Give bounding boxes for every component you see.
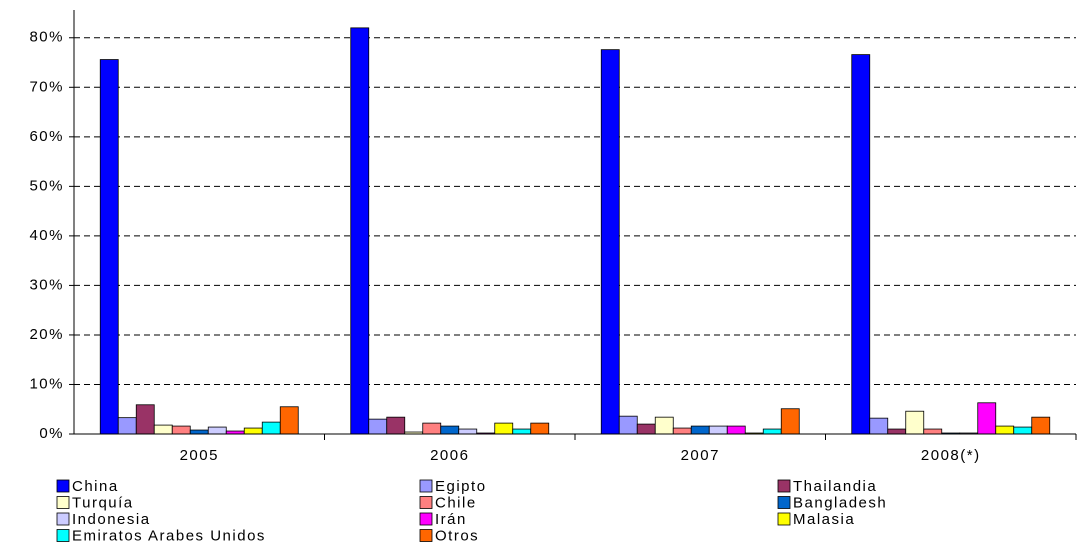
bar: [189, 429, 209, 435]
bar: [153, 424, 173, 435]
x-tick-label: 2007: [681, 447, 720, 464]
bar: [851, 54, 871, 435]
bar: [135, 404, 155, 435]
bar: [279, 406, 299, 435]
legend-label: Emiratos Arabes Unidos: [72, 527, 266, 544]
bar: [654, 416, 674, 435]
legend-swatch: [56, 496, 70, 509]
bar: [99, 59, 119, 435]
legend-swatch: [56, 512, 70, 526]
legend-label: Irán: [435, 511, 467, 528]
bar: [672, 427, 692, 435]
bar: [1013, 426, 1033, 435]
x-tick-label: 2008(*): [921, 447, 981, 464]
legend-swatch: [56, 529, 70, 542]
legend-swatch: [777, 496, 791, 509]
y-tick-label: 80%: [29, 29, 64, 46]
bar: [762, 428, 782, 435]
bar: [368, 418, 388, 435]
x-tick-label: 2006: [430, 447, 469, 464]
legend-label: Turquía: [72, 494, 134, 511]
y-tick-label: 20%: [29, 326, 64, 343]
legend-swatch: [419, 479, 433, 493]
y-tick-label: 10%: [29, 375, 64, 392]
bar: [636, 423, 656, 435]
bar: [708, 425, 728, 435]
bar: [386, 416, 406, 435]
legend-swatch: [419, 512, 433, 526]
legend-label: Malasia: [793, 511, 855, 528]
legend-swatch: [56, 479, 70, 493]
bar: [243, 427, 263, 435]
legend-label: Indonesia: [72, 511, 151, 528]
bar: [923, 428, 943, 435]
bar: [422, 422, 442, 435]
bar: [440, 425, 460, 435]
y-tick-label: 40%: [29, 227, 64, 244]
bar: [171, 425, 191, 435]
legend-label: China: [72, 478, 119, 495]
bar: [600, 49, 620, 435]
y-tick-label: 0%: [39, 425, 64, 442]
legend-swatch: [777, 512, 791, 526]
bar: [887, 428, 907, 435]
bar: [780, 408, 800, 435]
legend-label: Thailandia: [793, 478, 877, 495]
bar: [350, 27, 370, 435]
bar: [977, 402, 997, 435]
bar: [869, 417, 889, 435]
legend-swatch: [777, 479, 791, 493]
y-tick-label: 70%: [29, 78, 64, 95]
bar: [458, 428, 478, 435]
bar: [512, 428, 532, 435]
bar: [530, 422, 550, 435]
bar: [618, 415, 638, 435]
legend-swatch: [419, 496, 433, 509]
bar: [117, 417, 137, 435]
legend-label: Otros: [435, 527, 479, 544]
legend-label: Egipto: [435, 478, 487, 495]
y-tick-label: 30%: [29, 276, 64, 293]
legend-label: Bangladesh: [793, 494, 887, 511]
bar: [1031, 416, 1051, 435]
bar: [905, 410, 925, 435]
y-tick-label: 60%: [29, 128, 64, 145]
y-tick-label: 50%: [29, 177, 64, 194]
bar: [494, 422, 514, 435]
bar: [726, 425, 746, 435]
bar: [207, 426, 227, 435]
x-tick-label: 2005: [180, 447, 219, 464]
legend-swatch: [419, 529, 433, 542]
legend-label: Chile: [435, 494, 477, 511]
bar: [995, 425, 1015, 435]
bar: [261, 421, 281, 435]
bar: [690, 425, 710, 435]
